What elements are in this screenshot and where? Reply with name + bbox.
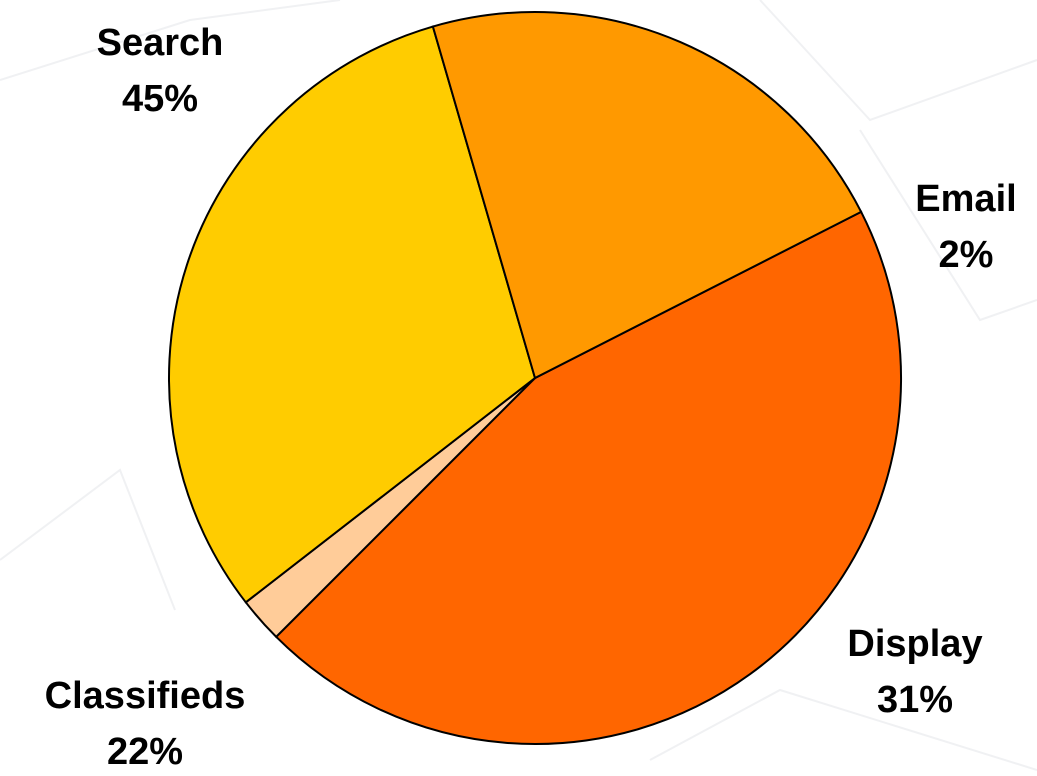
slice-name-classifieds: Classifieds [45, 675, 246, 717]
slice-label-classifieds: Classifieds 22% [45, 675, 246, 773]
slice-name-display: Display [847, 623, 982, 665]
slice-label-search: Search 45% [97, 22, 224, 120]
slice-label-display: Display 31% [847, 623, 982, 721]
slice-value-display: 31% [877, 679, 953, 721]
pie-slice-display [168, 25, 537, 604]
slice-value-search: 45% [122, 78, 198, 120]
slice-value-classifieds: 22% [107, 731, 183, 773]
slice-name-email: Email [915, 178, 1016, 220]
slice-name-search: Search [97, 22, 224, 64]
pie-slice-classifieds [431, 11, 863, 380]
pie-slice-search [274, 210, 902, 745]
pie-slices [168, 11, 902, 745]
slice-label-email: Email 2% [915, 178, 1016, 276]
slice-value-email: 2% [939, 234, 994, 276]
pie-labels: Search 45% Email 2% Display 31% Classifieds 22% [45, 22, 1017, 773]
